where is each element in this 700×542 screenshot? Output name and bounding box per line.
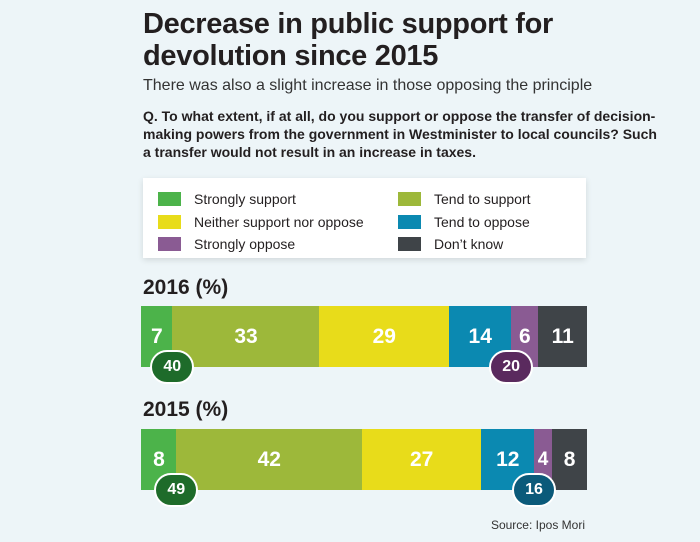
legend-item-tend-to-oppose: Tend to oppose xyxy=(398,213,530,231)
data-label: 42 xyxy=(257,447,281,471)
legend-label: Don’t know xyxy=(434,236,504,252)
bar-segment-tend-to-support: 33 xyxy=(172,306,320,367)
data-label: 33 xyxy=(234,324,258,348)
legend: Strongly support Tend to support Neither… xyxy=(143,178,586,258)
legend-label: Neither support nor oppose xyxy=(194,214,364,230)
support-total-bubble: 49 xyxy=(154,473,199,507)
data-label: 14 xyxy=(468,324,492,348)
legend-swatch xyxy=(158,215,181,229)
chart-title: Decrease in public support for devolutio… xyxy=(143,8,553,72)
legend-label: Tend to oppose xyxy=(434,214,530,230)
legend-label: Tend to support xyxy=(434,191,531,207)
data-label: 4 xyxy=(537,448,549,470)
legend-item-dont-know: Don’t know xyxy=(398,235,503,253)
stacked-bar-2015: 8 42 27 12 4 8 49 16 xyxy=(141,429,588,507)
bar-segment-dont-know: 8 xyxy=(551,429,588,490)
oppose-total-bubble: 16 xyxy=(512,473,556,507)
legend-swatch xyxy=(398,237,421,251)
legend-swatch xyxy=(158,192,181,206)
legend-swatch xyxy=(158,237,181,251)
data-label: 8 xyxy=(153,447,165,471)
bar-segment-neither: 27 xyxy=(361,429,482,490)
data-label: 11 xyxy=(551,324,574,348)
source-note: Source: Ipos Mori xyxy=(490,518,585,532)
data-label: 12 xyxy=(496,447,520,471)
data-label: 8 xyxy=(563,447,576,471)
data-label: 7 xyxy=(151,324,163,348)
chart-subtitle: There was also a slight increase in thos… xyxy=(143,77,593,94)
support-total-bubble: 40 xyxy=(150,350,195,384)
oppose-total-bubble: 20 xyxy=(489,350,534,384)
data-label: 6 xyxy=(518,324,531,348)
chart-title-2015: 2015 (%) xyxy=(143,398,229,421)
legend-item-strongly-oppose: Strongly oppose xyxy=(158,235,295,253)
legend-label: Strongly support xyxy=(194,191,296,207)
data-label: 27 xyxy=(409,447,434,471)
bar-segment-dont-know: 11 xyxy=(537,306,588,367)
legend-swatch xyxy=(398,215,421,229)
data-label: 29 xyxy=(372,324,396,348)
survey-question: Q. To what extent, if at all, do you sup… xyxy=(143,108,657,160)
legend-label: Strongly oppose xyxy=(194,236,296,252)
stacked-bar-2016: 7 33 29 14 6 11 40 20 xyxy=(141,306,588,384)
bar-segment-tend-to-support: 42 xyxy=(176,429,363,490)
chart-title-2016: 2016 (%) xyxy=(143,276,229,299)
legend-swatch xyxy=(398,192,421,206)
legend-item-neither: Neither support nor oppose xyxy=(158,213,364,231)
bar-segment-neither: 29 xyxy=(319,306,450,367)
legend-item-strongly-support: Strongly support xyxy=(158,190,296,208)
legend-item-tend-to-support: Tend to support xyxy=(398,190,531,208)
